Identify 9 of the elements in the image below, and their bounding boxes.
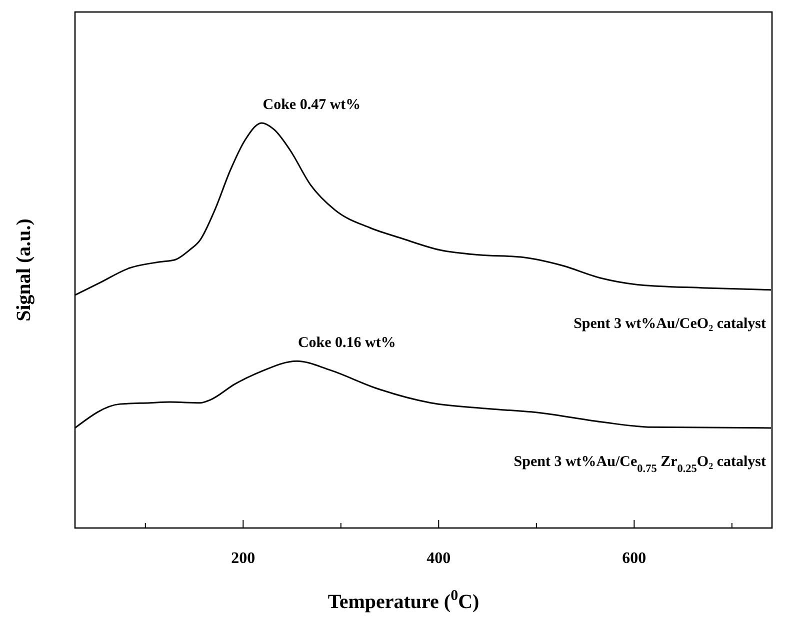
x-tick-label: 600 (622, 550, 646, 567)
x-axis-title: Temperature ($^{0}$C) (328, 588, 480, 613)
series-label: Spent 3 wt%Au/CeO₂ catalyst (574, 316, 766, 332)
x-tick-label: 200 (231, 550, 256, 567)
y-axis-title: Signal (a.u.) (13, 218, 35, 322)
series-label: Spent 3 wt%Au/Ce$_{0.75}$ Zr$_{0.25}$O₂ catalyst (514, 454, 766, 475)
x-tick-label: 400 (426, 550, 451, 567)
annotation: Coke 0.16 wt% (298, 335, 396, 352)
annotation: Coke 0.47 wt% (262, 96, 361, 113)
